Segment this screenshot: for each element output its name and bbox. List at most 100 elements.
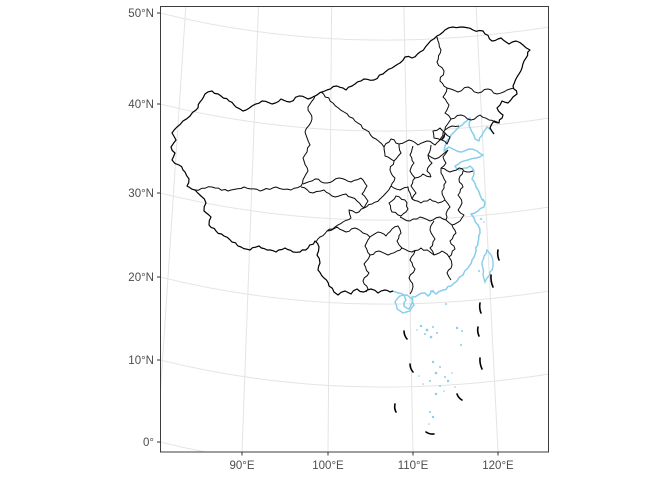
province-border [300, 186, 365, 209]
small-island [483, 221, 485, 223]
small-island [431, 415, 435, 419]
small-island [425, 328, 429, 332]
y-axis-tick-label: 0° [143, 437, 154, 449]
province-border [194, 185, 302, 192]
province-border [442, 87, 452, 120]
dash-segment [479, 357, 483, 370]
dash-segment [476, 326, 480, 337]
graticule-grid [160, 6, 549, 452]
dash-segment [496, 249, 500, 261]
province-border [389, 160, 396, 187]
province-border [444, 125, 460, 131]
province-border [362, 236, 371, 293]
province-border [360, 177, 369, 209]
small-island [419, 324, 423, 328]
province-border [408, 250, 416, 295]
y-axis-tick-label: 30°N [128, 188, 154, 200]
province-border [440, 149, 449, 169]
islands [394, 198, 494, 425]
small-island [444, 376, 446, 378]
province-border [436, 36, 448, 89]
small-island [436, 332, 438, 334]
dash-segment [490, 274, 494, 288]
province-border [448, 220, 461, 258]
small-island [432, 326, 434, 328]
province-border [427, 149, 449, 160]
province-border [450, 114, 499, 124]
coastline [392, 117, 495, 310]
province-border [302, 177, 362, 185]
small-island [439, 385, 441, 387]
plot-panel [160, 6, 549, 452]
hainan-island [394, 294, 415, 314]
province-border [388, 195, 409, 217]
province-border [457, 209, 465, 222]
province-border [409, 145, 416, 179]
small-island [443, 390, 445, 392]
province-border [457, 170, 464, 211]
small-island [446, 379, 450, 383]
province-border [440, 168, 447, 201]
province-border [446, 86, 515, 95]
small-island [461, 330, 463, 332]
taiwan-island [481, 248, 494, 284]
small-island [454, 386, 456, 388]
small-island [451, 372, 453, 374]
province-border [369, 247, 403, 256]
province-border [429, 220, 436, 256]
y-axis: 50°N 40°N 30°N 20°N 10°N 0° [128, 8, 160, 449]
small-island [431, 360, 435, 364]
province-border [300, 91, 322, 187]
province-border [315, 207, 365, 243]
china-outer-border [170, 26, 531, 296]
dash-segment [403, 330, 408, 340]
province-border [320, 91, 385, 148]
province-border [441, 132, 451, 145]
x-axis-tick-label: 100°E [312, 460, 344, 472]
province-border [444, 199, 451, 221]
small-island [422, 383, 424, 385]
y-axis-tick-label: 50°N [128, 8, 154, 20]
nine-dash-line [393, 249, 500, 435]
small-island [434, 371, 438, 375]
province-border [414, 173, 432, 179]
small-island [429, 411, 431, 413]
small-island [455, 326, 459, 330]
small-island [418, 375, 420, 377]
province-border [426, 144, 433, 178]
province-border [383, 138, 402, 162]
province-border [432, 127, 446, 141]
x-axis-tick-label: 90°E [229, 460, 254, 472]
small-island [481, 198, 485, 202]
province-border [444, 118, 452, 131]
province-border [410, 177, 417, 200]
province-border [391, 225, 403, 249]
province-border [445, 219, 453, 226]
province-border [363, 185, 392, 209]
small-island [480, 218, 482, 220]
small-island [429, 335, 433, 339]
small-island [478, 270, 480, 272]
province-borders [194, 36, 515, 295]
small-island [416, 329, 418, 331]
x-axis-tick-label: 120°E [482, 460, 514, 472]
dash-segment [425, 431, 435, 435]
small-island [460, 344, 462, 346]
province-border [398, 129, 446, 146]
small-island [424, 333, 426, 335]
small-island [428, 423, 430, 425]
y-axis-tick-label: 40°N [128, 99, 154, 111]
province-border [401, 247, 450, 258]
small-island [445, 303, 447, 305]
province-border [440, 167, 474, 173]
y-axis-tick-label: 20°N [128, 272, 154, 284]
small-island [432, 290, 434, 292]
small-island [429, 380, 431, 382]
dash-segment [393, 403, 397, 413]
x-axis-tick-label: 110°E [398, 460, 429, 472]
small-island [439, 366, 441, 368]
dash-segment [478, 302, 482, 314]
y-axis-tick-label: 10°N [128, 355, 154, 367]
